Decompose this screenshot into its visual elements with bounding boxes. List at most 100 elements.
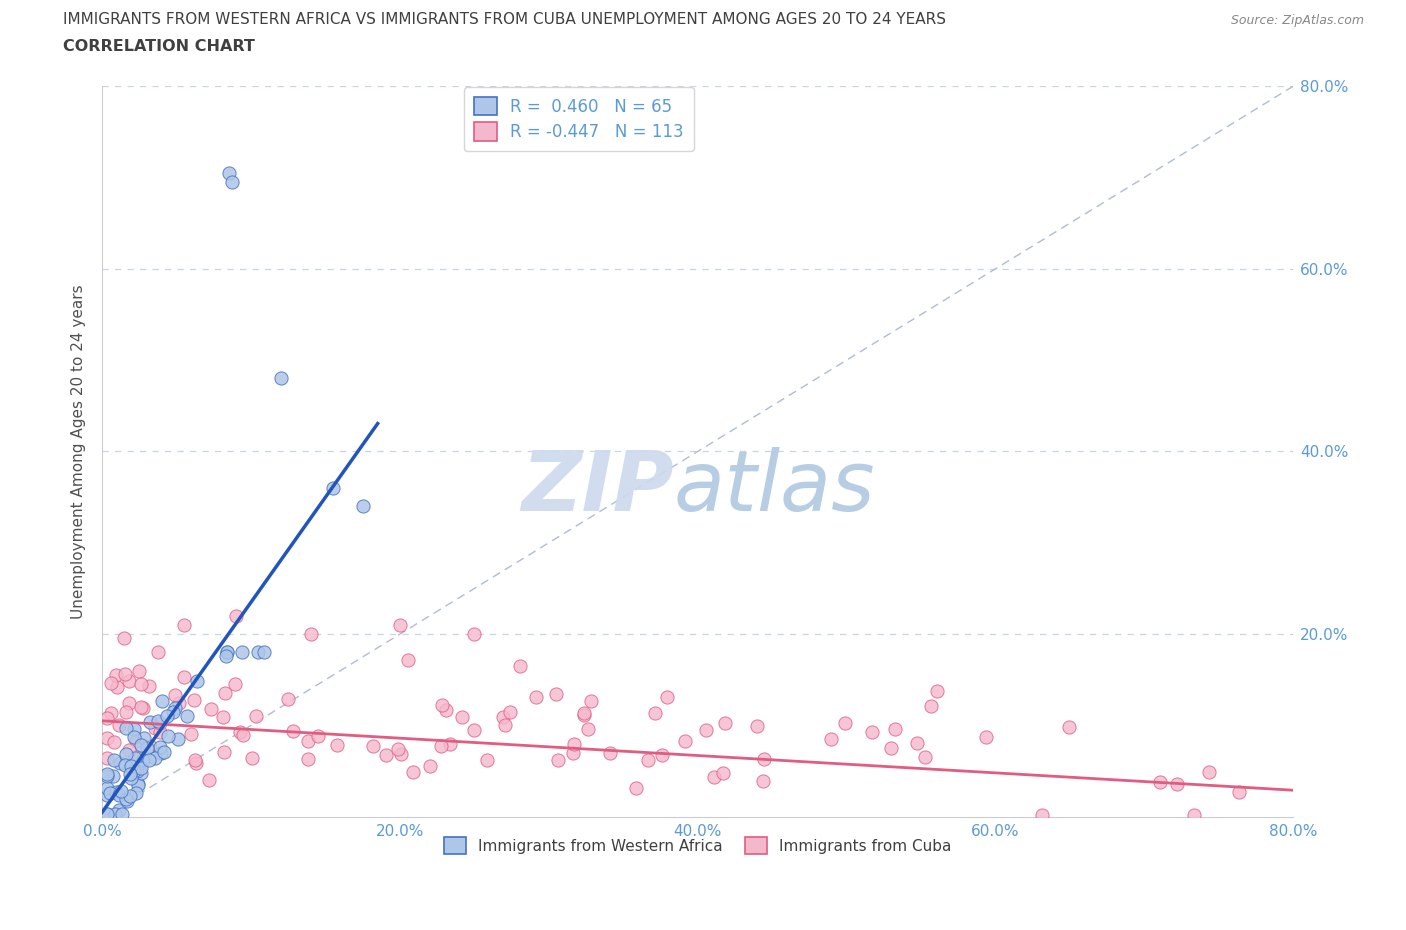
Point <box>124 734 146 749</box>
Point <box>167 732 190 747</box>
Point <box>129 765 152 780</box>
Point <box>430 738 453 753</box>
Point <box>703 770 725 785</box>
Point <box>494 718 516 733</box>
Text: atlas: atlas <box>673 447 876 528</box>
Point <box>579 694 602 709</box>
Point <box>1149 775 1171 790</box>
Point <box>108 788 131 803</box>
Point <box>624 780 647 795</box>
Point <box>361 738 384 753</box>
Point <box>96 806 118 821</box>
Point <box>186 755 208 770</box>
Point <box>127 777 149 792</box>
Point <box>118 743 141 758</box>
Point <box>103 735 125 750</box>
Point <box>120 766 142 781</box>
Point <box>132 731 155 746</box>
Point <box>834 715 856 730</box>
Point <box>125 785 148 800</box>
Point <box>499 704 522 719</box>
Point <box>118 788 141 803</box>
Point <box>1057 720 1080 735</box>
Point <box>432 698 454 712</box>
Point <box>125 750 148 764</box>
Point <box>388 618 411 632</box>
Point <box>139 738 162 753</box>
Point <box>644 705 666 720</box>
Point <box>156 709 179 724</box>
Point <box>100 705 122 720</box>
Point <box>183 692 205 707</box>
Point <box>695 723 717 737</box>
Point <box>129 761 152 776</box>
Point <box>107 803 129 817</box>
Point <box>402 764 425 779</box>
Point <box>157 728 180 743</box>
Point <box>118 674 141 689</box>
Point <box>711 765 734 780</box>
Point <box>925 684 948 698</box>
Point <box>153 745 176 760</box>
Point <box>752 774 775 789</box>
Point <box>714 715 737 730</box>
Point <box>232 728 254 743</box>
Point <box>173 618 195 632</box>
Point <box>1182 807 1205 822</box>
Point <box>127 777 149 791</box>
Point <box>108 718 131 733</box>
Point <box>297 734 319 749</box>
Point <box>562 737 585 751</box>
Point <box>111 806 134 821</box>
Point <box>163 701 186 716</box>
Point <box>245 709 267 724</box>
Point <box>217 644 239 659</box>
Point <box>200 701 222 716</box>
Point <box>132 700 155 715</box>
Point <box>135 740 157 755</box>
Point <box>115 791 138 806</box>
Point <box>129 699 152 714</box>
Point <box>270 371 292 386</box>
Point <box>167 696 190 711</box>
Point <box>149 716 172 731</box>
Point <box>104 806 127 821</box>
Point <box>115 721 138 736</box>
Y-axis label: Unemployment Among Ages 20 to 24 years: Unemployment Among Ages 20 to 24 years <box>72 284 86 618</box>
Point <box>391 746 413 761</box>
Point <box>96 780 118 795</box>
Point <box>281 724 304 738</box>
Point <box>463 723 485 737</box>
Point <box>96 751 118 765</box>
Point <box>180 726 202 741</box>
Point <box>884 722 907 737</box>
Point <box>139 714 162 729</box>
Point <box>122 730 145 745</box>
Point <box>212 710 235 724</box>
Point <box>138 752 160 767</box>
Point <box>651 748 673 763</box>
Point <box>229 724 252 739</box>
Point <box>108 756 131 771</box>
Point <box>574 707 596 722</box>
Point <box>1227 784 1250 799</box>
Point <box>439 737 461 751</box>
Point <box>387 741 409 756</box>
Point <box>1166 776 1188 790</box>
Text: CORRELATION CHART: CORRELATION CHART <box>63 39 254 54</box>
Point <box>176 709 198 724</box>
Point <box>299 627 322 642</box>
Point <box>124 751 146 765</box>
Point <box>544 687 567 702</box>
Point <box>451 710 474 724</box>
Point <box>114 757 136 772</box>
Point <box>163 687 186 702</box>
Point <box>247 644 270 659</box>
Point <box>509 658 531 673</box>
Point <box>120 771 142 786</box>
Point <box>122 722 145 737</box>
Point <box>974 730 997 745</box>
Point <box>463 627 485 642</box>
Point <box>307 729 329 744</box>
Point <box>96 768 118 783</box>
